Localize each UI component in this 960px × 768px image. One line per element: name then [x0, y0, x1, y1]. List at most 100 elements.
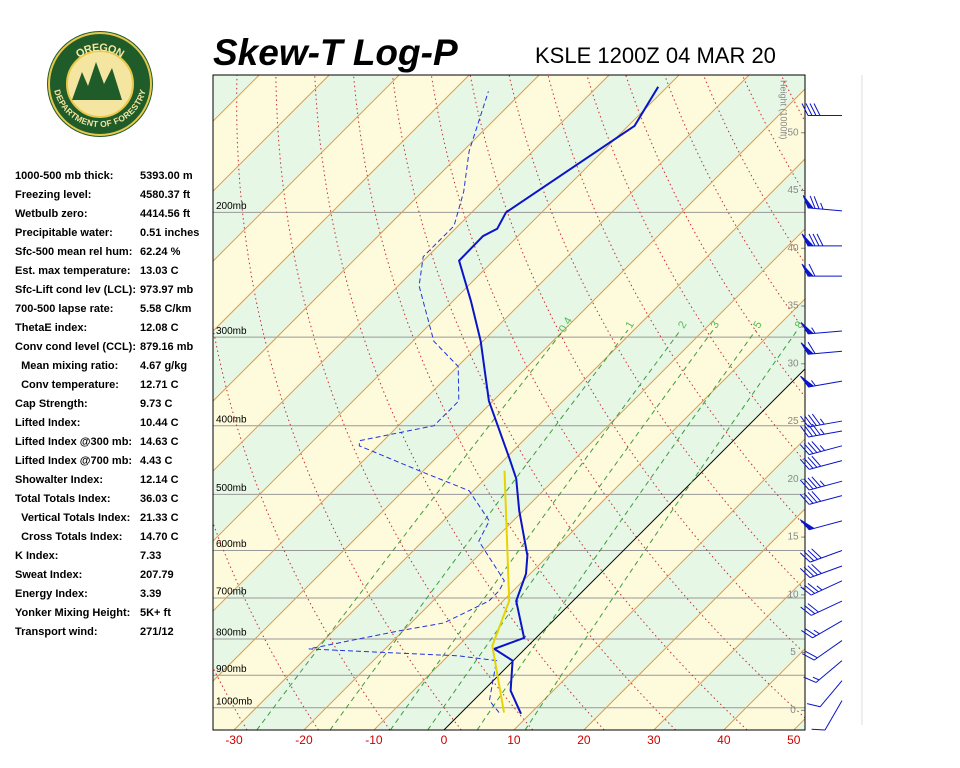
- index-value: 4.43 C: [140, 455, 173, 467]
- x-tick-label: -20: [295, 733, 313, 747]
- isotherm: [213, 75, 540, 402]
- index-value: 21.33 C: [140, 512, 179, 524]
- index-label: Lifted Index @300 mb:: [15, 436, 133, 448]
- mixing-ratio-line: [329, 329, 629, 730]
- index-label: Mean mixing ratio:: [15, 360, 119, 372]
- index-value: 879.16 mb: [140, 341, 194, 353]
- index-value: 36.03 C: [140, 493, 179, 505]
- height-tick-label: 40: [787, 243, 799, 254]
- wind-barb: [800, 413, 843, 428]
- index-row: Lifted Index @300 mb: 14.63 C: [15, 433, 199, 452]
- index-label: Conv temperature:: [15, 379, 119, 391]
- wind-barb: [799, 563, 843, 579]
- index-value: 5393.00 m: [140, 170, 193, 182]
- wind-barb: [803, 660, 843, 683]
- wind-barb: [800, 580, 843, 596]
- index-label: Sfc-500 mean rel hum:: [15, 246, 133, 258]
- index-row: Wetbulb zero: 4414.56 ft: [15, 205, 199, 224]
- plot-frame: [212, 74, 806, 731]
- index-value: 62.24 %: [140, 246, 181, 258]
- index-row: Yonker Mixing Height: 5K+ ft: [15, 604, 199, 623]
- wind-barb: [799, 455, 843, 470]
- isotherm: [443, 368, 805, 730]
- wind-barb: [800, 600, 843, 616]
- temperature-band: [213, 75, 805, 682]
- index-value: 3.39: [140, 588, 162, 600]
- index-value: 12.08 C: [140, 322, 179, 334]
- height-tick-label: 25: [787, 416, 799, 427]
- index-label: Freezing level:: [15, 189, 92, 201]
- wind-barb: [811, 700, 843, 731]
- pressure-label: 1000mb: [216, 696, 253, 707]
- index-row: Cap Strength: 9.73 C: [15, 395, 199, 414]
- x-tick-label: 50: [787, 733, 801, 747]
- pressure-label: 900mb: [216, 664, 247, 675]
- index-row: Cross Totals Index: 14.70 C: [15, 528, 199, 547]
- index-value: 10.44 C: [140, 417, 179, 429]
- mixing-ratio-label: 1: [623, 319, 636, 330]
- index-value: 13.03 C: [140, 265, 179, 277]
- index-label: Est. max temperature:: [15, 265, 131, 277]
- index-label: K Index:: [15, 550, 59, 562]
- index-row: Sweat Index: 207.79: [15, 566, 199, 585]
- dry-adiabat: [898, 75, 960, 730]
- index-row: Energy Index: 3.39: [15, 585, 199, 604]
- logo: OREGON DEPARTMENT OF FORESTRY: [47, 31, 153, 137]
- mixing-ratio-label: 2: [676, 319, 689, 330]
- logo-top: OREGON: [74, 42, 126, 61]
- mixing-ratio-line: [427, 329, 714, 730]
- index-value: 4580.37 ft: [140, 189, 191, 201]
- index-value: 271/12: [140, 626, 174, 638]
- indices-table: 1000-500 mb thick: 5393.00 m Freezing leve…: [15, 167, 199, 642]
- wind-barb: [799, 490, 843, 505]
- index-row: K Index: 7.33: [15, 547, 199, 566]
- index-value: 973.97 mb: [140, 284, 194, 296]
- index-value: 4414.56 ft: [140, 208, 191, 220]
- mixing-ratio-label: 3: [709, 319, 722, 330]
- index-row: 1000-500 mb thick: 5393.00 m: [15, 167, 199, 186]
- height-tick-label: 5: [790, 647, 796, 658]
- isotherm: [583, 508, 805, 730]
- height-axis-label: Height (1000ft): [779, 80, 789, 140]
- height-tick-label: 35: [787, 301, 799, 312]
- x-tick-label: 40: [717, 733, 731, 747]
- dry-adiabat: [353, 75, 677, 730]
- isotherm: [233, 158, 805, 730]
- isotherm: [864, 75, 960, 730]
- height-tick-label: 50: [787, 127, 799, 138]
- index-label: Sweat Index:: [15, 569, 83, 581]
- index-row: Transport wind: 271/12: [15, 623, 199, 642]
- index-value: 9.73 C: [140, 398, 173, 410]
- index-label: ThetaE index:: [15, 322, 88, 334]
- dry-adiabat: [820, 75, 960, 730]
- index-label: Lifted Index @700 mb:: [15, 455, 133, 467]
- index-row: Sfc-500 mean rel hum: 62.24 %: [15, 243, 199, 262]
- logo-top-text: OREGON: [74, 42, 126, 61]
- isotherm: [213, 75, 750, 612]
- dry-adiabat: [586, 75, 805, 463]
- dry-adiabat: [508, 75, 805, 591]
- wind-barb: [801, 103, 843, 116]
- index-row: Vertical Totals Index: 21.33 C: [15, 509, 199, 528]
- mixing-ratio-line: [256, 329, 564, 730]
- index-value: 12.71 C: [140, 379, 179, 391]
- index-value: 5.58 C/km: [140, 303, 192, 315]
- index-row: Sfc-Lift cond lev (LCL): 973.97 mb: [15, 281, 199, 300]
- index-row: Conv cond level (CCL): 879.16 mb: [15, 338, 199, 357]
- x-tick-label: -30: [225, 733, 243, 747]
- title: Skew-T Log-P: [213, 32, 458, 73]
- wind-barb: [800, 423, 843, 438]
- dry-adiabat: [859, 75, 960, 730]
- x-tick-label: 20: [577, 733, 591, 747]
- index-label: Sfc-Lift cond lev (LCL):: [15, 284, 136, 296]
- dry-adiabat: [314, 75, 605, 730]
- dry-adiabat: [780, 75, 805, 123]
- wind-barb: [802, 640, 843, 661]
- index-label: Energy Index:: [15, 588, 88, 600]
- index-row: Lifted Index @700 mb: 4.43 C: [15, 452, 199, 471]
- index-label: Cross Totals Index:: [15, 531, 123, 543]
- pressure-label: 800mb: [216, 628, 247, 639]
- wind-barb: [802, 195, 843, 212]
- pressure-label: 500mb: [216, 483, 247, 494]
